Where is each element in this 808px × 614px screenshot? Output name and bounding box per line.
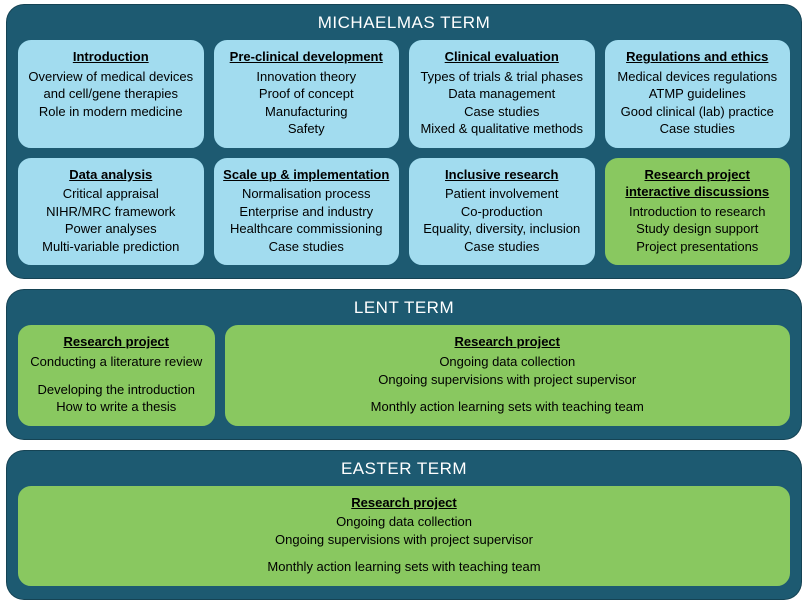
module-card: Scale up & implementationNormalisation p… bbox=[213, 157, 401, 267]
card-line: Ongoing supervisions with project superv… bbox=[24, 531, 784, 549]
card-line: Ongoing data collection bbox=[231, 353, 785, 371]
card-row: Data analysisCritical appraisalNIHR/MRC … bbox=[17, 157, 791, 267]
card-line: Ongoing supervisions with project superv… bbox=[231, 371, 785, 389]
card-line: Case studies bbox=[415, 103, 589, 121]
module-card: Clinical evaluation Types of trials & tri… bbox=[408, 39, 596, 149]
card-line: Overview of medical devices bbox=[24, 68, 198, 86]
spacer bbox=[24, 371, 209, 381]
module-card: Data analysisCritical appraisalNIHR/MRC … bbox=[17, 157, 205, 267]
card-title: Research project interactive discussions bbox=[611, 166, 785, 201]
card-line: Normalisation process bbox=[220, 185, 394, 203]
card-line: Monthly action learning sets with teachi… bbox=[231, 398, 785, 416]
card-line: Role in modern medicine bbox=[24, 103, 198, 121]
module-card: Research projectOngoing data collectionO… bbox=[17, 485, 791, 587]
card-line: Co-production bbox=[415, 203, 589, 221]
card-line: Proof of concept bbox=[220, 85, 394, 103]
card-title: Research project bbox=[24, 333, 209, 351]
card-line: Types of trials & trial phases bbox=[415, 68, 589, 86]
card-line: NIHR/MRC framework bbox=[24, 203, 198, 221]
module-card: Research project interactive discussions… bbox=[604, 157, 792, 267]
card-title: Clinical evaluation bbox=[415, 48, 589, 66]
term-container: MICHAELMAS TERM Introduction Overview of m… bbox=[6, 4, 802, 279]
card-line: Patient involvement bbox=[415, 185, 589, 203]
card-title: Regulations and ethics bbox=[611, 48, 785, 66]
card-line: Developing the introduction bbox=[24, 381, 209, 399]
spacer bbox=[24, 548, 784, 558]
module-card: Research project Conducting a literature … bbox=[17, 324, 216, 426]
card-line: Safety bbox=[220, 120, 394, 138]
card-line: Case studies bbox=[220, 238, 394, 256]
module-card: Introduction Overview of medical devicesa… bbox=[17, 39, 205, 149]
term-container: LENT TERM Research project Conducting a li… bbox=[6, 289, 802, 439]
card-title: Data analysis bbox=[24, 166, 198, 184]
term-title: MICHAELMAS TERM bbox=[17, 13, 791, 33]
term-title: LENT TERM bbox=[17, 298, 791, 318]
card-line: Medical devices regulations bbox=[611, 68, 785, 86]
card-row: Research projectOngoing data collectionO… bbox=[17, 485, 791, 587]
spacer bbox=[231, 388, 785, 398]
module-card: Inclusive researchPatient involvementCo-… bbox=[408, 157, 596, 267]
term-title: EASTER TERM bbox=[17, 459, 791, 479]
card-line: Manufacturing bbox=[220, 103, 394, 121]
card-line: Mixed & qualitative methods bbox=[415, 120, 589, 138]
card-line: and cell/gene therapies bbox=[24, 85, 198, 103]
card-title: Research project bbox=[24, 494, 784, 512]
card-title: Pre-clinical development bbox=[220, 48, 394, 66]
term-container: EASTER TERM Research projectOngoing data … bbox=[6, 450, 802, 600]
card-title: Inclusive research bbox=[415, 166, 589, 184]
card-title: Introduction bbox=[24, 48, 198, 66]
card-line: Introduction to research bbox=[611, 203, 785, 221]
card-line: Good clinical (lab) practice bbox=[611, 103, 785, 121]
card-line: Study design support bbox=[611, 220, 785, 238]
module-card: Regulations and ethics Medical devices re… bbox=[604, 39, 792, 149]
card-line: Case studies bbox=[611, 120, 785, 138]
card-line: Multi-variable prediction bbox=[24, 238, 198, 256]
card-title: Scale up & implementation bbox=[220, 166, 394, 184]
card-line: Case studies bbox=[415, 238, 589, 256]
module-card: Research project Ongoing data collectionO… bbox=[224, 324, 792, 426]
card-line: Conducting a literature review bbox=[24, 353, 209, 371]
card-line: Project presentations bbox=[611, 238, 785, 256]
card-line: Data management bbox=[415, 85, 589, 103]
card-line: Power analyses bbox=[24, 220, 198, 238]
module-card: Pre-clinical development Innovation theor… bbox=[213, 39, 401, 149]
card-line: Equality, diversity, inclusion bbox=[415, 220, 589, 238]
card-line: Healthcare commissioning bbox=[220, 220, 394, 238]
card-line: Innovation theory bbox=[220, 68, 394, 86]
card-title: Research project bbox=[231, 333, 785, 351]
card-line: ATMP guidelines bbox=[611, 85, 785, 103]
card-line: How to write a thesis bbox=[24, 398, 209, 416]
card-line: Monthly action learning sets with teachi… bbox=[24, 558, 784, 576]
card-line: Enterprise and industry bbox=[220, 203, 394, 221]
card-row: Introduction Overview of medical devicesa… bbox=[17, 39, 791, 149]
card-row: Research project Conducting a literature … bbox=[17, 324, 791, 426]
card-line: Ongoing data collection bbox=[24, 513, 784, 531]
card-line: Critical appraisal bbox=[24, 185, 198, 203]
